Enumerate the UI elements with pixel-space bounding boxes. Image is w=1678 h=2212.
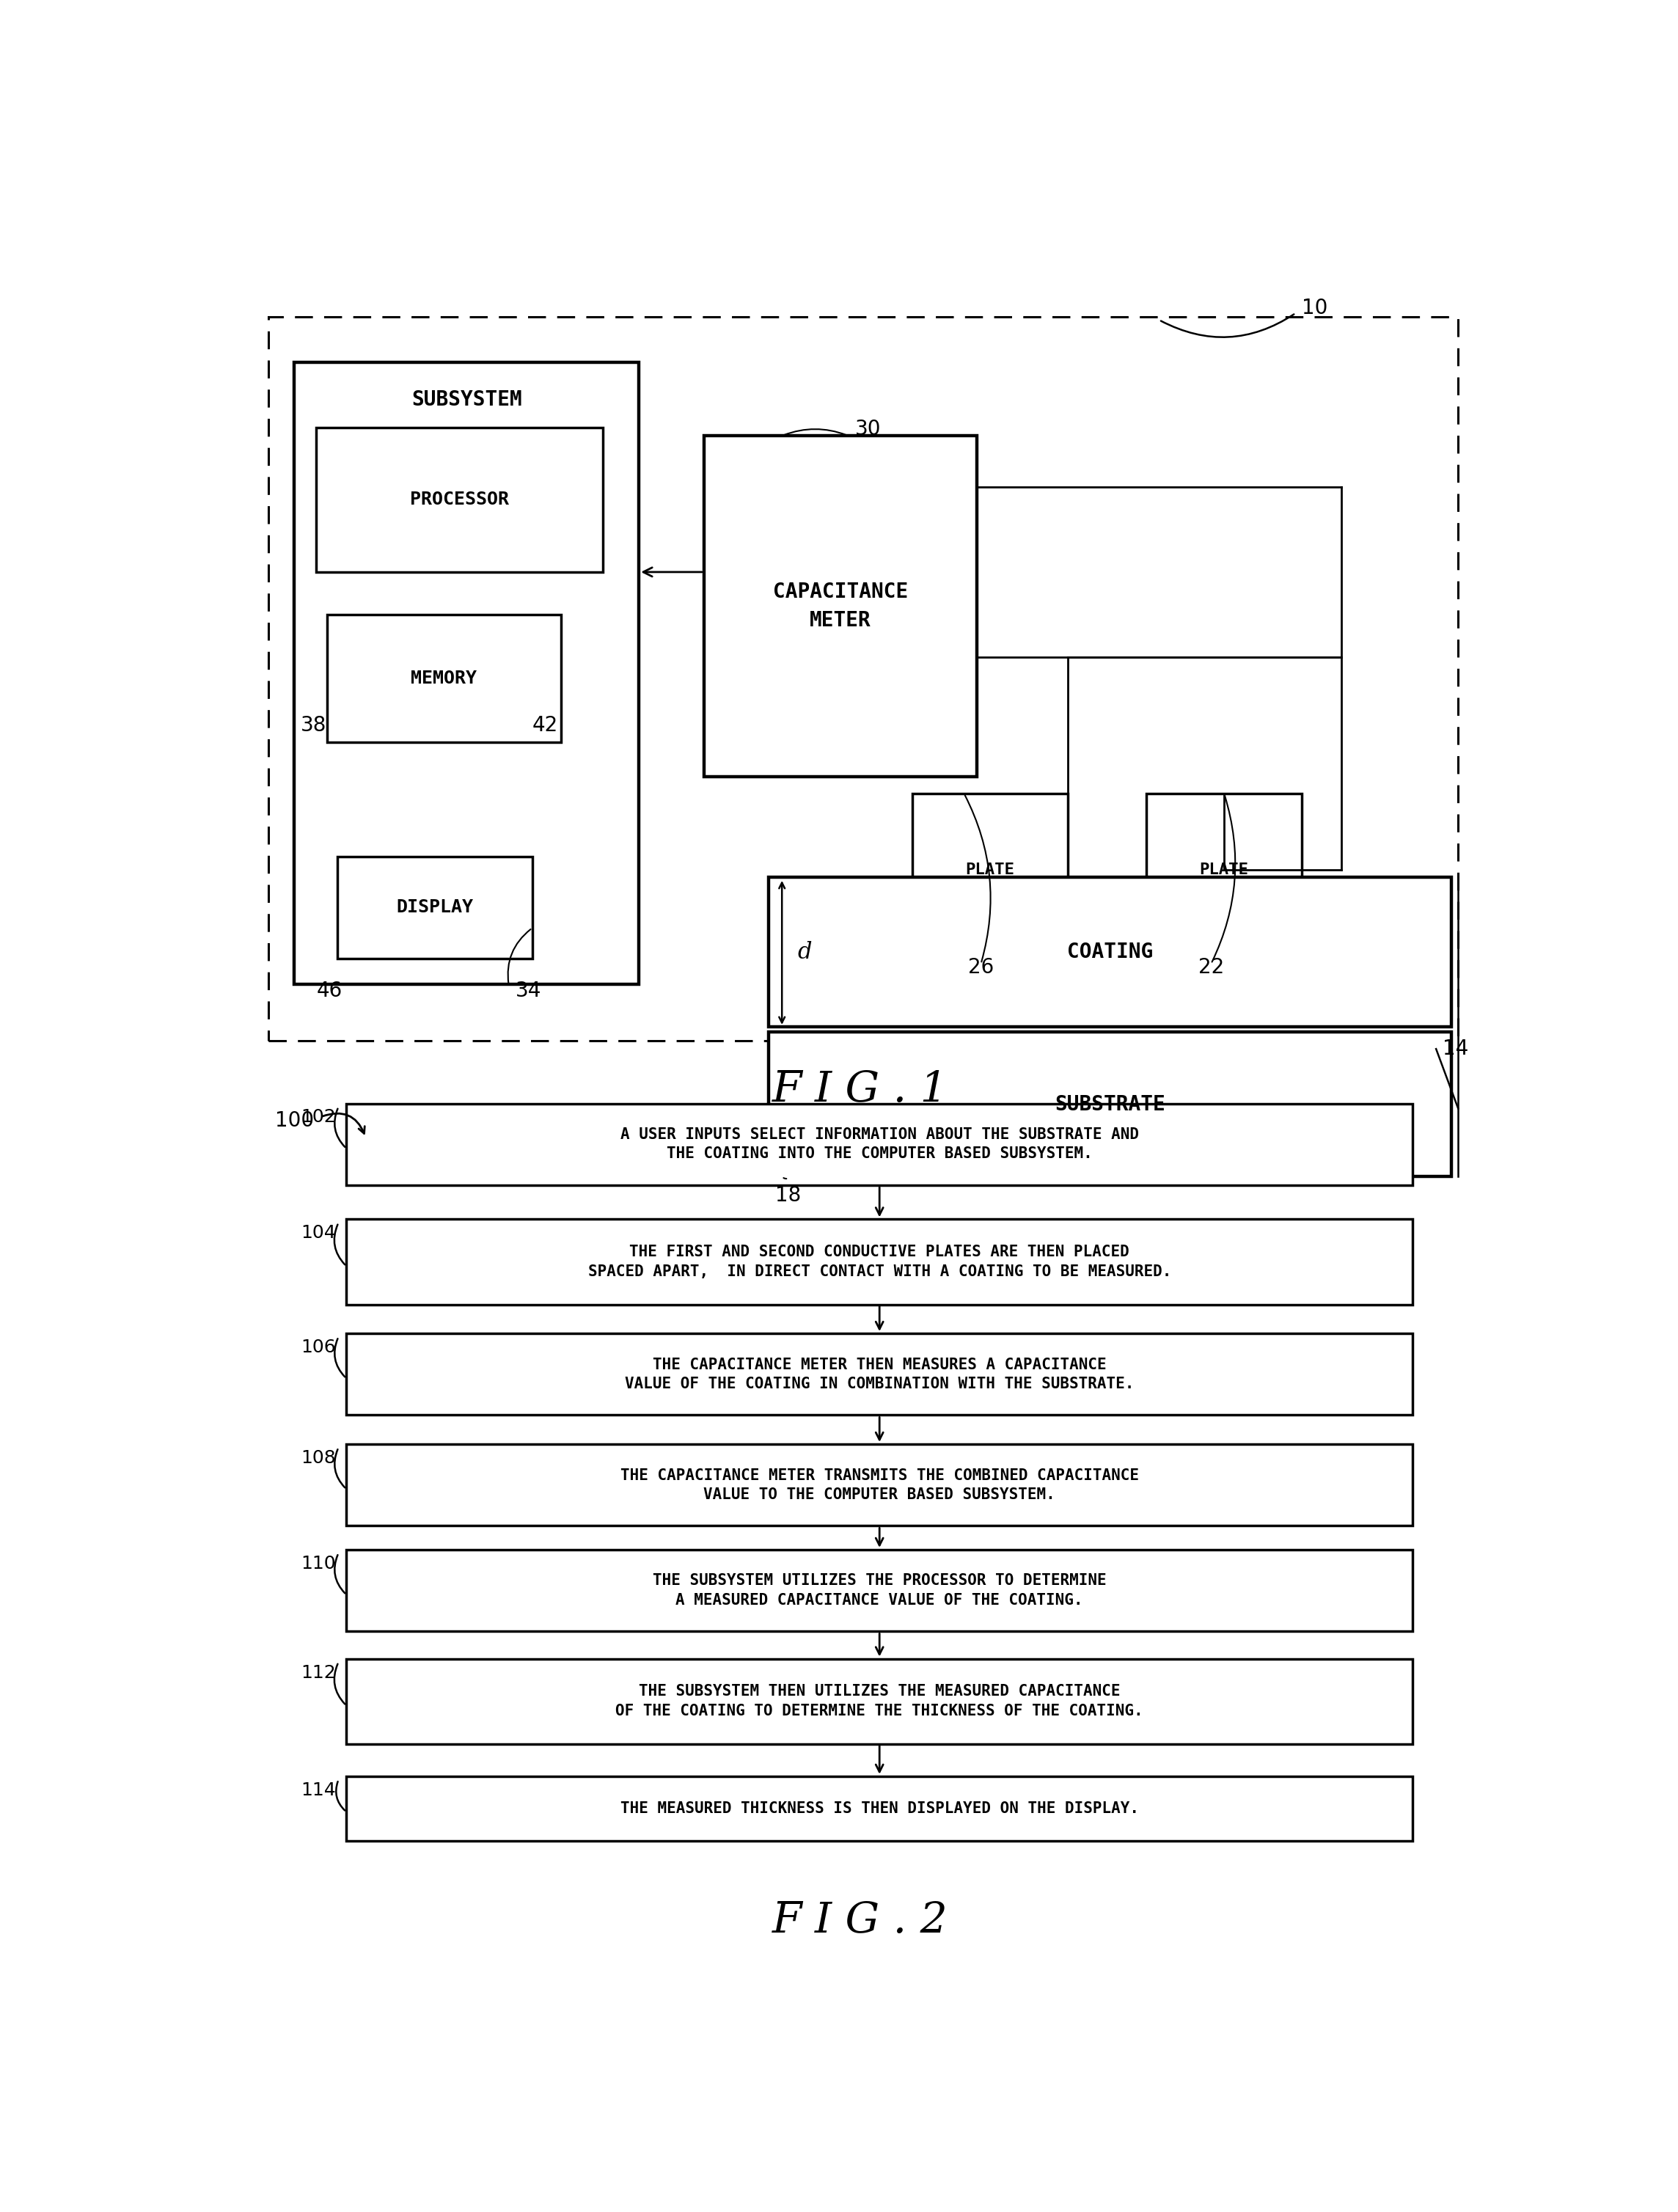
Text: 106: 106 <box>300 1338 336 1356</box>
Text: SUBSTRATE: SUBSTRATE <box>1055 1095 1166 1115</box>
FancyBboxPatch shape <box>346 1551 1413 1632</box>
Text: CAPACITANCE
METER: CAPACITANCE METER <box>774 582 908 630</box>
Text: THE FIRST AND SECOND CONDUCTIVE PLATES ARE THEN PLACED
SPACED APART,  IN DIRECT : THE FIRST AND SECOND CONDUCTIVE PLATES A… <box>587 1245 1171 1279</box>
Text: 110: 110 <box>300 1555 336 1573</box>
FancyBboxPatch shape <box>913 794 1069 947</box>
Text: 114: 114 <box>300 1781 336 1798</box>
Text: F I G . 1: F I G . 1 <box>772 1068 948 1110</box>
Text: 22: 22 <box>1198 958 1223 978</box>
Text: THE MEASURED THICKNESS IS THEN DISPLAYED ON THE DISPLAY.: THE MEASURED THICKNESS IS THEN DISPLAYED… <box>621 1801 1139 1816</box>
Text: 14: 14 <box>1443 1040 1468 1060</box>
Text: 46: 46 <box>317 980 342 1002</box>
FancyBboxPatch shape <box>705 436 977 776</box>
Text: 30: 30 <box>854 418 881 440</box>
FancyBboxPatch shape <box>346 1334 1413 1416</box>
FancyBboxPatch shape <box>327 615 560 743</box>
Text: THE CAPACITANCE METER THEN MEASURES A CAPACITANCE
VALUE OF THE COATING IN COMBIN: THE CAPACITANCE METER THEN MEASURES A CA… <box>624 1358 1134 1391</box>
Text: d: d <box>797 942 812 964</box>
Text: 102: 102 <box>300 1108 336 1126</box>
Text: PROCESSOR: PROCESSOR <box>409 491 508 509</box>
Text: 108: 108 <box>300 1449 336 1467</box>
Text: SUBSYSTEM: SUBSYSTEM <box>411 389 522 409</box>
Text: PLATE: PLATE <box>965 863 1015 878</box>
FancyBboxPatch shape <box>346 1659 1413 1743</box>
FancyBboxPatch shape <box>346 1444 1413 1526</box>
FancyBboxPatch shape <box>346 1104 1413 1186</box>
FancyBboxPatch shape <box>294 363 639 984</box>
Text: PLATE: PLATE <box>1200 863 1248 878</box>
FancyBboxPatch shape <box>346 1776 1413 1840</box>
Text: THE SUBSYSTEM UTILIZES THE PROCESSOR TO DETERMINE
A MEASURED CAPACITANCE VALUE O: THE SUBSYSTEM UTILIZES THE PROCESSOR TO … <box>653 1573 1106 1608</box>
FancyBboxPatch shape <box>769 1031 1451 1177</box>
Text: MEMORY: MEMORY <box>411 670 477 688</box>
Text: DISPLAY: DISPLAY <box>396 898 473 916</box>
Text: 10: 10 <box>1302 299 1327 319</box>
Text: 34: 34 <box>515 980 542 1002</box>
FancyBboxPatch shape <box>337 856 532 958</box>
FancyBboxPatch shape <box>1146 794 1302 947</box>
Text: 26: 26 <box>968 958 993 978</box>
Text: A USER INPUTS SELECT INFORMATION ABOUT THE SUBSTRATE AND
THE COATING INTO THE CO: A USER INPUTS SELECT INFORMATION ABOUT T… <box>621 1128 1139 1161</box>
Text: 38: 38 <box>300 714 327 737</box>
Text: THE CAPACITANCE METER TRANSMITS THE COMBINED CAPACITANCE
VALUE TO THE COMPUTER B: THE CAPACITANCE METER TRANSMITS THE COMB… <box>621 1469 1139 1502</box>
Text: F I G . 2: F I G . 2 <box>772 1900 948 1942</box>
Text: COATING: COATING <box>1067 942 1153 962</box>
Text: 42: 42 <box>532 714 559 737</box>
FancyBboxPatch shape <box>769 876 1451 1026</box>
Text: 112: 112 <box>300 1663 336 1681</box>
FancyBboxPatch shape <box>346 1219 1413 1305</box>
Text: 104: 104 <box>300 1225 336 1241</box>
FancyBboxPatch shape <box>268 316 1458 1040</box>
Text: THE SUBSYSTEM THEN UTILIZES THE MEASURED CAPACITANCE
OF THE COATING TO DETERMINE: THE SUBSYSTEM THEN UTILIZES THE MEASURED… <box>616 1683 1143 1719</box>
Text: 18: 18 <box>775 1186 802 1206</box>
Text: 100: 100 <box>275 1110 314 1130</box>
FancyBboxPatch shape <box>317 427 602 573</box>
